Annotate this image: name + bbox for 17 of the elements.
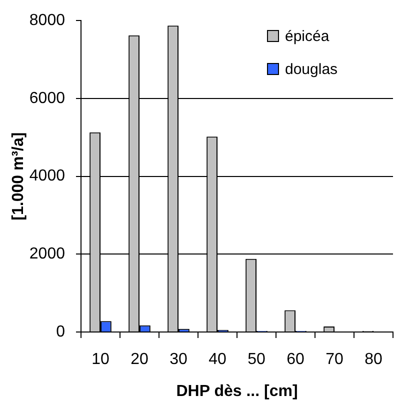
x-tick-label: 50 bbox=[248, 351, 266, 368]
x-tick-label: 70 bbox=[326, 351, 344, 368]
x-tick-label: 20 bbox=[130, 351, 148, 368]
y-tick-label: 8000 bbox=[29, 12, 66, 30]
y-tick-label: 2000 bbox=[29, 246, 66, 263]
y-tick-label: 6000 bbox=[29, 90, 66, 107]
x-tick-label: 10 bbox=[92, 351, 110, 368]
x-tick-label: 80 bbox=[364, 351, 382, 368]
x-tick-label: 60 bbox=[286, 351, 304, 368]
x-tick-label: 40 bbox=[208, 351, 226, 368]
y-tick-label: 4000 bbox=[29, 168, 66, 185]
x-axis-title: DHP dès ... [cm] bbox=[176, 382, 298, 400]
y-axis-title: [1.000 m³/a] bbox=[10, 132, 28, 220]
x-tick-label: 30 bbox=[170, 351, 188, 368]
legend-label: épicéa bbox=[285, 28, 330, 44]
legend-label: douglas bbox=[285, 60, 338, 78]
y-tick-label: 0 bbox=[56, 323, 66, 340]
